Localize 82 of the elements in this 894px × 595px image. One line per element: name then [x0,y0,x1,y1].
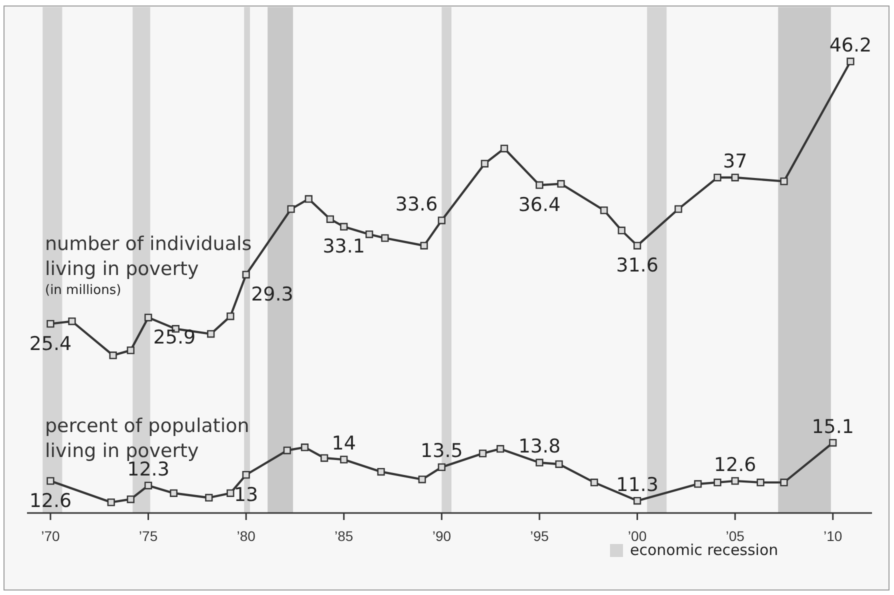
data-label: 31.6 [616,254,658,277]
point [829,438,837,447]
x-tick-label: ’85 [334,528,354,544]
point [496,445,504,453]
data-label: 25.4 [29,332,72,355]
point [418,476,426,484]
point [304,195,312,203]
data-label: 12.6 [29,490,72,512]
point [326,215,334,223]
point [600,206,608,214]
point [674,205,682,213]
point [207,330,215,338]
point [780,478,788,486]
point [226,489,234,497]
point [590,478,598,486]
annotation: (in millions) [45,283,122,298]
point [536,458,544,466]
point [381,234,389,242]
data-label: 36.4 [518,194,561,216]
x-tick-label: ’80 [236,528,256,544]
point [126,495,134,504]
point [242,471,250,479]
point [340,456,348,464]
point [438,216,446,224]
data-label: 13.5 [420,440,463,462]
point [107,498,115,506]
point [780,177,788,186]
point [365,230,374,238]
point [714,174,722,182]
point [633,496,642,505]
data-label: 37 [722,150,748,173]
point [126,346,134,354]
point [68,317,76,326]
x-tick-label: ’95 [530,528,550,544]
point [287,205,295,213]
data-label: 46.2 [829,34,872,56]
data-label: 33.1 [322,236,366,258]
data-label: 15.1 [812,416,854,438]
point [846,58,854,66]
data-label: 25.9 [153,326,196,349]
point [536,181,544,189]
x-tick-label: ’75 [138,528,158,544]
point [731,477,739,485]
point [300,444,309,452]
point [480,160,489,168]
point [205,494,213,502]
data-label: 29.3 [251,284,294,306]
data-label: 13.8 [518,436,561,458]
point [226,312,234,320]
x-tick-label: ’10 [824,528,842,544]
point [694,480,702,488]
point [420,242,428,250]
point [320,454,328,462]
point [756,478,764,486]
point [731,174,739,182]
point [500,144,508,152]
point [46,320,54,328]
point [438,463,446,471]
series-label: percent of population living in poverty [45,415,250,462]
series-label: number of individuals living in poverty [45,233,252,280]
point [377,468,385,476]
point [242,270,250,278]
data-label: 12.6 [714,454,756,476]
point [555,460,563,468]
point [109,352,117,360]
point [557,180,565,188]
data-label: 11.3 [616,474,658,496]
point [618,226,626,234]
point [340,222,348,231]
point [283,446,291,454]
point [144,314,152,322]
x-tick-label: ’90 [432,528,452,544]
x-tick-label: ’70 [41,528,60,544]
data-label: 13 [234,484,258,506]
data-label: 14 [332,432,356,455]
point [633,242,642,250]
point [144,482,152,490]
point [170,489,178,497]
point [46,477,54,485]
data-label: 33.6 [395,193,438,216]
point [714,478,722,486]
point [478,450,487,458]
